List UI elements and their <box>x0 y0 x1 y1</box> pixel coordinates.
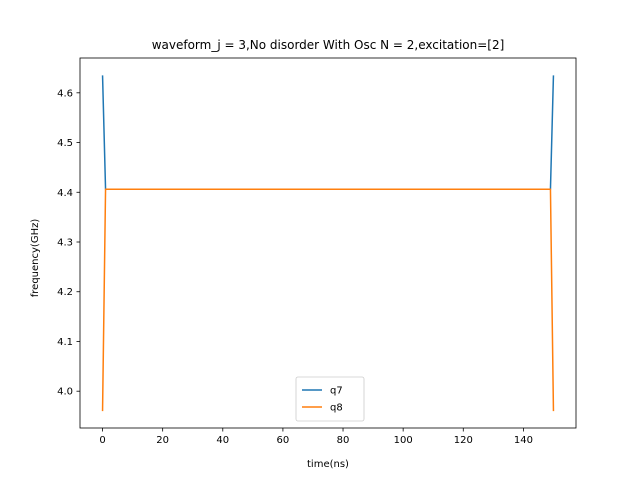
legend-label-q8: q8 <box>330 403 343 414</box>
x-tick-label: 80 <box>337 435 350 446</box>
x-axis: 0 20 40 60 80 100 120 140 <box>99 428 533 446</box>
x-tick-label: 100 <box>394 435 413 446</box>
chart-title: waveform_j = 3,No disorder With Osc N = … <box>152 38 505 52</box>
y-tick-label: 4.4 <box>57 188 73 199</box>
x-tick-label: 20 <box>156 435 169 446</box>
y-tick-label: 4.6 <box>57 88 73 99</box>
x-tick-label: 40 <box>216 435 229 446</box>
y-axis: 4.0 4.1 4.2 4.3 4.4 4.5 4.6 <box>57 88 80 398</box>
legend-label-q7: q7 <box>330 386 343 397</box>
x-tick-label: 140 <box>514 435 533 446</box>
x-tick-label: 120 <box>454 435 473 446</box>
y-tick-label: 4.3 <box>57 238 73 249</box>
y-tick-label: 4.5 <box>57 138 73 149</box>
y-axis-label: frequency(GHz) <box>30 219 41 298</box>
legend-box <box>295 376 365 422</box>
y-tick-label: 4.0 <box>57 387 73 398</box>
series-line-q8 <box>101 188 555 412</box>
y-tick-label: 4.1 <box>57 337 73 348</box>
x-tick-label: 0 <box>99 435 105 446</box>
y-tick-label: 4.2 <box>57 287 73 298</box>
plot-area <box>79 57 577 429</box>
x-axis-label: time(ns) <box>307 459 349 470</box>
x-tick-label: 60 <box>277 435 290 446</box>
axes-frame <box>79 57 577 429</box>
legend: q7 q8 <box>295 376 365 422</box>
